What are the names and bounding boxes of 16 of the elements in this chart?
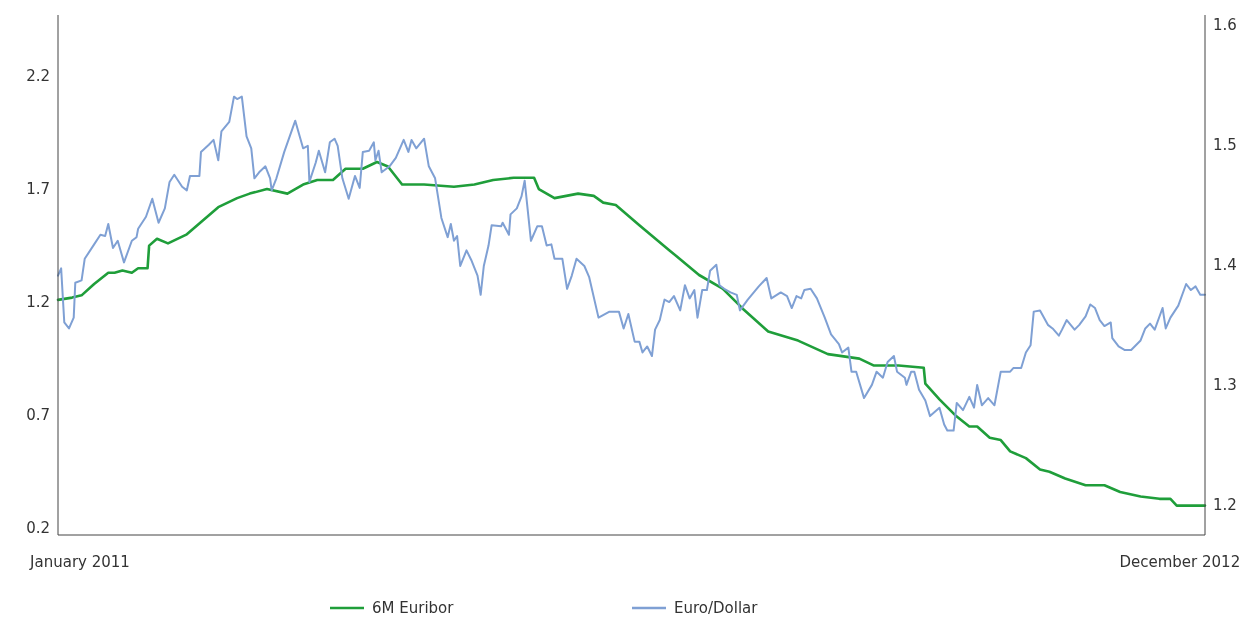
legend-label: Euro/Dollar — [674, 599, 759, 618]
y2-tick-label: 1.3 — [1213, 376, 1237, 395]
x-tick-label: December 2012 — [1119, 553, 1241, 571]
y-tick-label: 0.7 — [26, 406, 50, 425]
line-series — [56, 160, 1207, 507]
y2-tick-label: 1.2 — [1213, 496, 1237, 515]
legend-label: 6M Euribor — [372, 599, 455, 618]
y-tick-label: 2.2 — [26, 67, 50, 86]
y-tick-label: 1.2 — [26, 293, 50, 312]
y2-tick-label: 1.6 — [1213, 15, 1237, 34]
y-tick-label: 1.7 — [26, 180, 50, 199]
y2-tick-label: 1.4 — [1213, 256, 1237, 275]
x-tick-label: January 2011 — [29, 553, 130, 571]
y2-tick-label: 1.5 — [1213, 135, 1237, 154]
y-tick-label: 0.2 — [26, 519, 50, 538]
line-series — [57, 95, 1206, 432]
